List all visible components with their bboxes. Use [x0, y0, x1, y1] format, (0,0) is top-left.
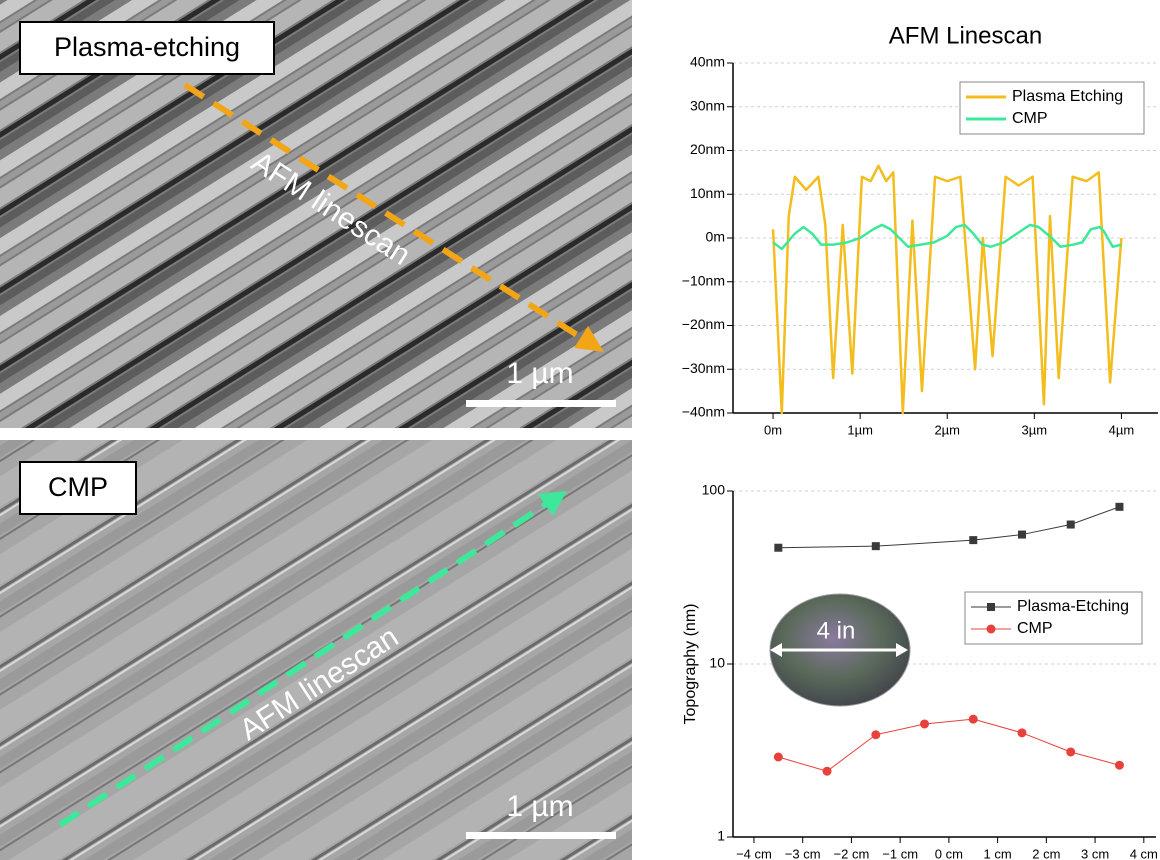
inset-label: 4 in	[817, 617, 856, 644]
scale-label: 1 µm	[506, 790, 573, 823]
x-tick-label: −1 cm	[882, 846, 918, 860]
marker	[969, 536, 978, 545]
series-line	[771, 164, 1123, 415]
x-tick-label: 3µm	[1022, 422, 1048, 437]
marker	[773, 752, 783, 762]
arrow-head	[770, 643, 782, 657]
legend-label: Plasma Etching	[1012, 88, 1123, 105]
y-tick-label: 1	[717, 828, 725, 844]
marker	[1114, 760, 1124, 770]
x-tick-label: 3 cm	[1081, 846, 1109, 860]
y-tick-label: −10nm	[682, 272, 725, 288]
marker	[968, 714, 978, 724]
marker	[1066, 747, 1076, 757]
legend-box	[964, 591, 1143, 645]
marker	[774, 543, 783, 552]
marker	[871, 542, 880, 551]
legend-marker	[987, 603, 995, 611]
marker	[1115, 502, 1124, 511]
panel-label: Plasma-etching	[54, 32, 240, 62]
chart-title: AFM Linescan	[889, 22, 1042, 49]
marker	[920, 719, 930, 729]
x-tick-label: 1 cm	[984, 846, 1012, 860]
y-tick-label: 10	[709, 655, 725, 671]
arrow-head	[896, 643, 908, 657]
x-tick-label: −4 cm	[736, 846, 772, 860]
x-tick-label: −3 cm	[785, 846, 821, 860]
legend-label: CMP	[1012, 110, 1048, 127]
y-tick-label: 0m	[706, 229, 725, 245]
arrow-head	[574, 326, 604, 352]
legend-label: Plasma-Etching	[1017, 598, 1129, 615]
y-tick-label: 40nm	[690, 54, 725, 70]
x-tick-label: 1µm	[847, 422, 873, 437]
x-tick-label: 4 cm	[1130, 846, 1158, 860]
legend: Plasma Etching CMP	[959, 81, 1145, 135]
y-tick-label: −40nm	[682, 404, 725, 420]
marker	[1066, 520, 1075, 529]
marker	[871, 730, 881, 740]
marker	[1017, 530, 1026, 539]
marker	[1017, 728, 1027, 738]
y-tick-label: 20nm	[690, 141, 725, 157]
legend-box	[959, 81, 1145, 135]
label-box	[19, 461, 137, 515]
arrow-head	[538, 491, 567, 516]
scale-bar	[466, 400, 616, 407]
series-line	[778, 718, 1120, 772]
label-box	[19, 21, 275, 75]
x-tick-label: 0 cm	[935, 846, 963, 860]
legend: Plasma-Etching CMP	[964, 591, 1143, 645]
x-tick-label: 0m	[764, 422, 782, 437]
legend-label: CMP	[1017, 620, 1053, 637]
x-tick-label: −2 cm	[834, 846, 870, 860]
scan-arrow	[183, 82, 587, 343]
scale-bar	[466, 832, 616, 839]
panel-label: CMP	[48, 472, 108, 502]
scale-label: 1 µm	[506, 357, 573, 390]
y-tick-label: 10nm	[690, 185, 725, 201]
y-tick-label: −20nm	[682, 316, 725, 332]
series-line	[778, 506, 1120, 549]
y-axis-label: Topography (nm)	[682, 604, 699, 725]
x-tick-label: 2 cm	[1032, 846, 1060, 860]
marker	[822, 766, 832, 776]
x-tick-label: 4µm	[1109, 422, 1135, 437]
y-tick-label: 30nm	[690, 97, 725, 113]
x-tick-label: 2µm	[934, 422, 960, 437]
legend-marker	[986, 624, 996, 634]
series-line	[772, 223, 1122, 251]
y-tick-label: 100	[702, 482, 726, 498]
y-tick-label: −30nm	[682, 360, 725, 376]
scan-arrow	[58, 500, 550, 828]
